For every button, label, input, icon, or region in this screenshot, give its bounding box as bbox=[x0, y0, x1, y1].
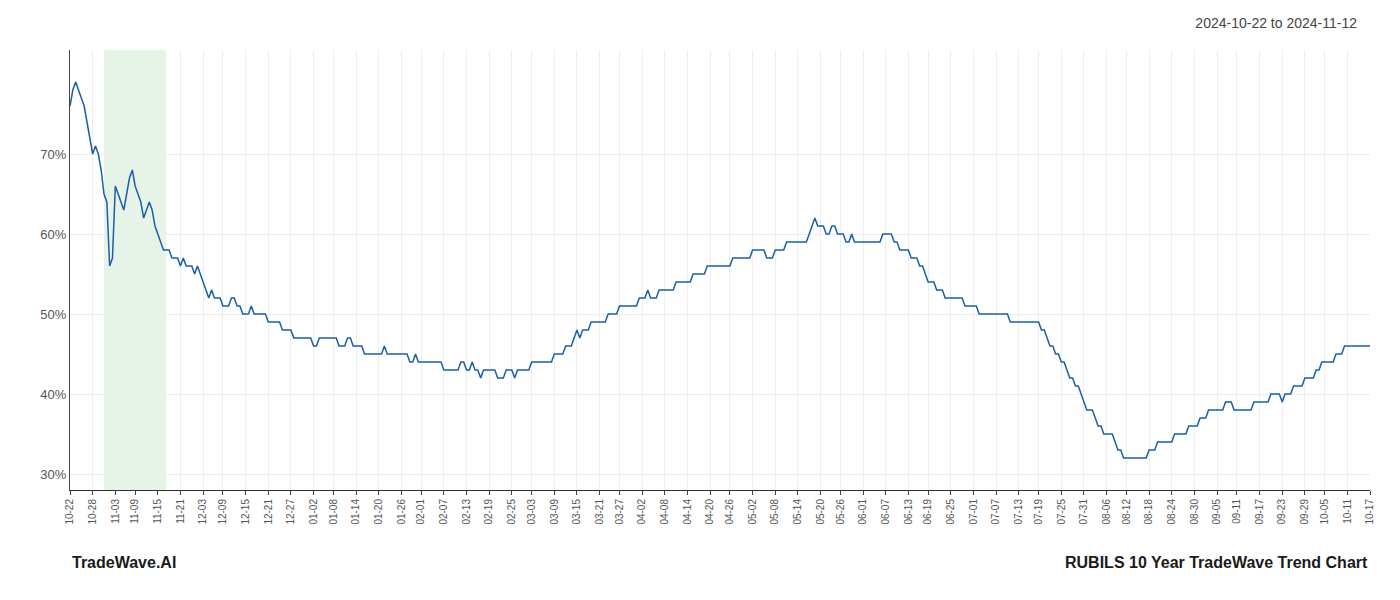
svg-text:01-08: 01-08 bbox=[328, 499, 339, 525]
svg-text:01-14: 01-14 bbox=[350, 499, 361, 525]
svg-text:2024-10-22 to 2024-11-12: 2024-10-22 to 2024-11-12 bbox=[1195, 15, 1357, 31]
svg-text:30%: 30% bbox=[40, 467, 66, 482]
svg-text:02-01: 02-01 bbox=[415, 499, 426, 525]
svg-text:07-01: 07-01 bbox=[968, 499, 979, 525]
svg-text:07-07: 07-07 bbox=[990, 499, 1001, 525]
svg-text:07-19: 07-19 bbox=[1033, 499, 1044, 525]
svg-text:01-20: 01-20 bbox=[373, 499, 384, 525]
svg-text:07-13: 07-13 bbox=[1013, 499, 1024, 525]
svg-text:40%: 40% bbox=[40, 387, 66, 402]
svg-text:12-09: 12-09 bbox=[217, 499, 228, 525]
svg-text:06-19: 06-19 bbox=[922, 499, 933, 525]
svg-text:12-21: 12-21 bbox=[263, 499, 274, 525]
svg-text:60%: 60% bbox=[40, 227, 66, 242]
svg-text:07-31: 07-31 bbox=[1078, 499, 1089, 525]
svg-text:12-15: 12-15 bbox=[240, 499, 251, 525]
svg-text:02-13: 02-13 bbox=[461, 499, 472, 525]
svg-text:01-26: 01-26 bbox=[396, 499, 407, 525]
svg-text:02-25: 02-25 bbox=[506, 499, 517, 525]
svg-text:05-26: 05-26 bbox=[835, 499, 846, 525]
svg-text:04-20: 04-20 bbox=[704, 499, 715, 525]
svg-text:11-15: 11-15 bbox=[152, 499, 163, 524]
svg-text:10-05: 10-05 bbox=[1319, 499, 1330, 525]
svg-text:09-05: 09-05 bbox=[1211, 499, 1222, 525]
svg-text:04-08: 04-08 bbox=[659, 499, 670, 525]
svg-text:06-25: 06-25 bbox=[945, 499, 956, 525]
svg-text:08-30: 08-30 bbox=[1189, 499, 1200, 525]
svg-text:11-21: 11-21 bbox=[175, 499, 186, 524]
svg-text:12-03: 12-03 bbox=[197, 499, 208, 525]
svg-text:10-11: 10-11 bbox=[1342, 499, 1353, 524]
svg-text:12-27: 12-27 bbox=[285, 499, 296, 525]
svg-text:11-03: 11-03 bbox=[110, 499, 121, 524]
svg-text:09-11: 09-11 bbox=[1231, 499, 1242, 524]
svg-text:08-06: 08-06 bbox=[1101, 499, 1112, 525]
svg-text:07-25: 07-25 bbox=[1056, 499, 1067, 525]
svg-text:02-19: 02-19 bbox=[483, 499, 494, 525]
svg-text:08-18: 08-18 bbox=[1143, 499, 1154, 525]
svg-text:05-14: 05-14 bbox=[792, 499, 803, 525]
svg-text:09-17: 09-17 bbox=[1254, 499, 1265, 525]
svg-text:05-08: 05-08 bbox=[769, 499, 780, 525]
svg-text:09-23: 09-23 bbox=[1276, 499, 1287, 525]
svg-text:04-14: 04-14 bbox=[682, 499, 693, 525]
svg-text:06-07: 06-07 bbox=[880, 499, 891, 525]
svg-text:03-09: 03-09 bbox=[549, 499, 560, 525]
svg-text:08-24: 08-24 bbox=[1166, 499, 1177, 525]
svg-text:10-17: 10-17 bbox=[1364, 499, 1375, 525]
svg-text:TradeWave.AI: TradeWave.AI bbox=[72, 554, 176, 571]
svg-text:08-12: 08-12 bbox=[1121, 499, 1132, 525]
svg-text:04-26: 04-26 bbox=[724, 499, 735, 525]
svg-text:03-27: 03-27 bbox=[614, 499, 625, 525]
svg-text:04-02: 04-02 bbox=[636, 499, 647, 525]
svg-text:06-01: 06-01 bbox=[857, 499, 868, 525]
svg-text:10-28: 10-28 bbox=[87, 499, 98, 525]
svg-text:03-21: 03-21 bbox=[594, 499, 605, 525]
svg-text:01-02: 01-02 bbox=[308, 499, 319, 525]
svg-text:06-13: 06-13 bbox=[903, 499, 914, 525]
svg-text:05-20: 05-20 bbox=[815, 499, 826, 525]
svg-text:RUBILS 10 Year TradeWave Trend: RUBILS 10 Year TradeWave Trend Chart bbox=[1065, 554, 1368, 571]
svg-text:03-03: 03-03 bbox=[526, 499, 537, 525]
svg-text:05-02: 05-02 bbox=[747, 499, 758, 525]
svg-text:11-09: 11-09 bbox=[129, 499, 140, 524]
svg-text:02-07: 02-07 bbox=[438, 499, 449, 525]
svg-text:50%: 50% bbox=[40, 307, 66, 322]
svg-text:09-29: 09-29 bbox=[1299, 499, 1310, 525]
svg-text:03-15: 03-15 bbox=[571, 499, 582, 525]
svg-text:70%: 70% bbox=[40, 147, 66, 162]
svg-text:10-22: 10-22 bbox=[64, 499, 75, 525]
